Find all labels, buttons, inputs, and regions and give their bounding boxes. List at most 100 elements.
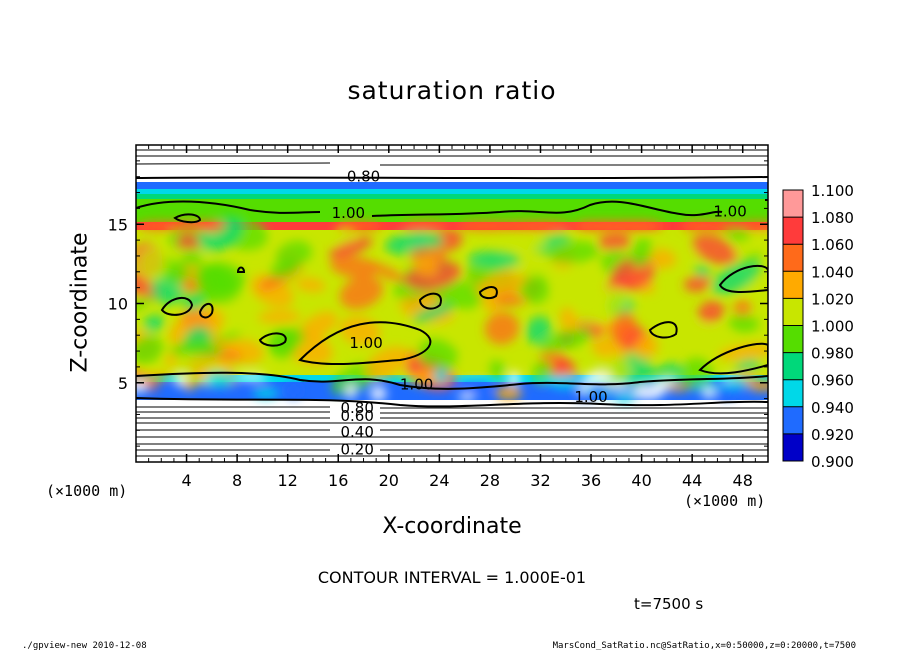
y-axis: 5 10 15 [108,160,768,447]
colorbar-swatch [783,298,803,326]
texture-blob [585,269,603,291]
colorbar-label: 0.980 [811,345,854,363]
texture-blob [174,375,188,387]
contour-lines [136,149,768,457]
texture-blob [300,311,338,339]
texture-blob [511,262,548,278]
texture-blob [692,234,738,265]
texture-blob [742,251,762,266]
colorbar-label: 1.060 [811,236,854,254]
x-unit-label-left: (×1000 m) [46,482,128,500]
texture-blob [479,297,501,313]
footer-command: ./gpview-new 2010-12-08 [22,641,147,651]
texture-blob [252,387,279,399]
texture-blob [412,302,456,323]
band-cyan [136,189,768,195]
texture-blob [257,310,301,324]
x-tick-label: 20 [379,471,399,490]
x-tick-label: 4 [181,471,191,490]
texture-blob [339,275,384,310]
texture-blob [235,373,268,381]
contour-label: 0.60 [340,407,373,425]
texture-blob [682,323,735,349]
texture-blob [597,388,613,397]
colorbar-label: 0.960 [811,372,854,390]
contour-interval-text: CONTOUR INTERVAL = 1.000E-01 [317,568,587,587]
texture-blob [716,387,737,399]
texture-blob [370,385,387,402]
texture-blob [633,335,659,359]
x-tick-label: 32 [530,471,550,490]
texture-blob [136,366,159,391]
band-teal [136,194,768,200]
contour-label: 1.00 [713,203,746,221]
texture-blob [546,240,600,264]
colorbar-swatch [783,271,803,299]
texture-blob [609,311,636,344]
contour-label: 0.80 [340,399,373,417]
texture-blob [728,314,760,333]
texture-blob [136,335,164,365]
texture-blob [487,360,505,378]
texture-blob [142,314,165,332]
x-axis-label: X-coordinate [382,514,522,539]
texture-blob [209,337,239,353]
x-tick-label: 28 [480,471,500,490]
texture-blob [136,272,160,300]
texture-blob [697,300,725,323]
texture-blob [684,275,711,292]
texture-blob [630,237,653,267]
texture-blob [205,372,234,388]
x-tick-label: 36 [581,471,601,490]
texture-blob [721,377,749,390]
contour-label: 0.80 [347,168,380,186]
x-tick-label: 48 [733,471,753,490]
contour-label: 1.00 [574,388,607,406]
plot-area: 0.801.00 1.001.001.001.000.800.600.400.20 [136,145,768,462]
texture-blob [718,343,768,361]
contour-label: 0.20 [340,440,373,458]
texture-blob [577,384,590,394]
contour-label: 1.00 [400,375,433,393]
texture-blob [525,316,552,345]
colorbar-label: 1.080 [811,209,854,227]
x-axis: 4 8 12 16 20 24 28 32 36 40 44 48 [148,145,756,490]
y-tick-label: 15 [108,215,128,234]
footer-source: MarsCond_SatRatio.nc@SatRatio,x=0:50000,… [552,641,856,651]
x-tick-label: 16 [328,471,348,490]
colorbar-label: 1.100 [811,182,854,200]
y-axis-label: Z-coordinate [67,232,93,373]
y-tick-label: 10 [108,295,128,314]
band-lower-white [136,400,768,462]
colorbar-label: 1.020 [811,290,854,308]
colorbar-label: 0.940 [811,399,854,417]
texture-blob [693,264,711,279]
colorbar-swatch [783,244,803,272]
texture-blob [495,385,523,401]
time-label: t=7500 s [634,595,704,613]
texture-blob [336,221,382,231]
texture-blob [645,248,677,269]
colorbar-swatch [783,406,803,435]
texture-blob [528,221,571,231]
band-red-top [136,222,768,231]
x-tick-label: 40 [631,471,651,490]
y-tick-label: 5 [118,374,128,393]
colorbar-swatch [783,325,803,354]
texture-blob [329,237,373,259]
texture-blob [654,379,668,395]
texture-blob [613,391,639,403]
texture-blob [574,286,629,325]
x-unit-label-right: (×1000 m) [684,492,766,510]
texture-blob [457,221,515,231]
texture-blob [368,262,407,284]
colorbar-swatch [783,217,803,245]
texture-blob [733,299,752,319]
texture-blob [508,371,520,386]
contour-label: 1.00 [332,204,365,222]
x-tick-label: 8 [232,471,242,490]
colorbar-swatch [783,433,803,462]
texture-blob [476,268,529,298]
texture-blob [484,312,520,345]
